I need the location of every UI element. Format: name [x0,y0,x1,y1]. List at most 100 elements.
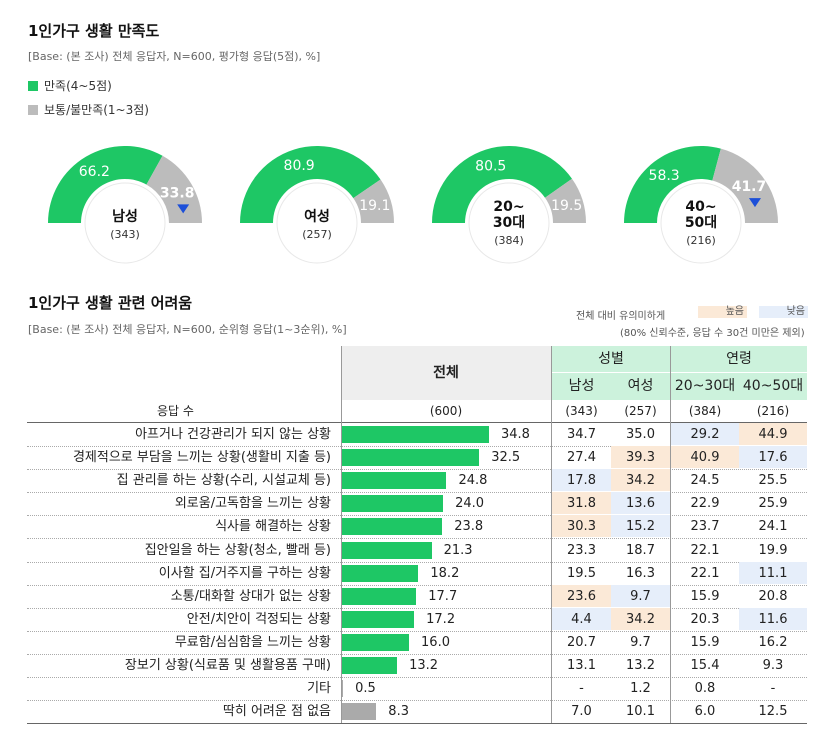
table-row: 딱히 어려운 점 없음 8.3 7.0 10.1 6.0 12.5 [27,700,807,725]
row-label: 외로움/고독함을 느끼는 상황 [174,496,331,512]
header-age1: 20~30대 [671,373,739,400]
down-arrow-icon [177,204,190,214]
cell-male: 20.7 [567,634,596,650]
gauge-n: (216) [686,234,716,247]
gauge-center [468,182,550,264]
bar [341,449,480,467]
significance-note-text: 전체 대비 유의미하게 [576,311,666,322]
bar-value: 16.0 [421,634,450,650]
gauge-satisfied-arc [624,145,721,223]
cell-male: 31.8 [552,492,611,515]
cell-male: 7.0 [571,704,592,720]
cell-age2: 11.6 [739,607,807,630]
gauge-label: 50대 [685,215,717,231]
n-row: 응답 수 (600) (343) (257) (384) (216) [27,400,807,423]
cell-age1: 22.9 [690,496,720,512]
gauge-center [84,182,166,264]
section2-title: 1인가구 생활 관련 어려움 [28,294,193,312]
gauge-label: 40~ [685,199,716,215]
legend-swatch-other [28,104,38,115]
n-total: (600) [429,404,463,418]
bar-value: 32.5 [491,450,521,466]
cell-age1: 15.9 [690,588,720,604]
cell-age2: 24.1 [758,519,788,535]
gauge-label: 20~ [493,199,524,215]
bar [341,610,415,628]
cell-age1: 6.0 [694,704,716,720]
bar-value: 23.8 [454,519,484,535]
legend-high: 높음 [698,306,747,318]
cell-age1: 20.3 [690,611,720,627]
table-row: 집안일을 하는 상황(청소, 빨래 등) 21.3 23.3 18.7 22.1 19.9 [27,539,807,563]
cell-male: 30.3 [552,515,611,538]
cell-age1: 40.9 [671,446,739,469]
cell-age1: 0.8 [694,681,716,697]
row-label: 기타 [307,681,331,697]
gauge-n: (257) [302,228,332,241]
bar-value: 34.8 [501,427,530,442]
gauge-label: 여성 [304,208,330,225]
column-divider [551,346,552,724]
cell-female: 9.7 [630,634,651,650]
cell-age2: 11.1 [739,561,807,584]
table-row: 소통/대화할 상대가 없는 상황 17.7 23.6 9.7 15.9 20.8 [27,584,807,609]
n-female: (257) [624,404,657,418]
section2-base: [Base: (본 조사) 전체 응답자, N=600, 순위형 응답(1~3순… [28,323,347,336]
table-row: 아프거나 건강관리가 되지 않는 상황 34.8 34.7 35.0 29.2 44.9 [27,423,807,447]
legend-satisfied: 만족(4~5점) [28,77,112,94]
cell-female: 1.2 [630,681,651,697]
row-label: 식사를 해결하는 상황 [215,519,331,535]
gauge-other-arc [353,179,394,223]
bar-value: 24.0 [455,496,485,512]
row-label: 소통/대화할 상대가 없는 상황 [170,588,331,604]
header-male: 남성 [552,373,611,400]
bar [341,426,489,443]
row-label: 장보기 상황(식료품 및 생활용품 구매) [124,658,331,673]
n-age2: (216) [756,404,790,418]
bar [341,633,410,651]
bar-value: 8.3 [388,704,409,720]
down-arrow-icon [748,198,761,208]
gauge-other-arc [544,178,586,223]
column-divider [670,346,671,724]
cell-male: 4.4 [552,607,611,630]
cell-age2: 16.2 [758,634,788,650]
cell-female: 16.3 [626,565,655,581]
header-age: 연령 [671,346,807,372]
table-bottom-border [27,723,807,725]
satisfaction-gauges: 66.2 33.8 남성 (343) 80.9 19.1 여성 (257) 80.5 19.5 20… [48,145,778,264]
table-row: 기타 0.5 - 1.2 0.8 - [27,677,807,702]
cell-age1: 15.4 [690,658,720,673]
bar-value: 18.2 [430,565,460,581]
cell-male: 13.1 [567,658,596,673]
cell-age2: 20.8 [758,588,788,604]
section1-title: 1인가구 생활 만족도 [28,22,160,40]
row-label: 경제적으로 부담을 느끼는 상황(생활비 지출 등) [72,450,331,466]
cell-male: 23.3 [567,542,596,558]
cell-age2: - [770,681,776,697]
significance-note: 전체 대비 유의미하게 [576,307,665,322]
header-total: 전체 [341,346,551,400]
gauge-satisfied-value: 66.2 [79,164,110,180]
header-female: 여성 [611,373,670,400]
cell-male: 17.8 [552,469,611,492]
gauge-satisfied-value: 80.9 [284,158,315,174]
gauge-n: (384) [494,234,524,247]
gauge-other-value: 19.1 [359,198,390,214]
table-row: 장보기 상황(식료품 및 생활용품 구매) 13.2 13.1 13.2 15.4 9.3 [27,654,807,678]
cell-female: 9.7 [611,584,670,607]
n-age1: (384) [688,404,722,418]
bar-value: 21.3 [443,542,473,558]
cell-age2: 25.9 [758,496,788,512]
bar-value: 0.5 [355,681,376,697]
bar [341,518,443,536]
table-row: 식사를 해결하는 상황 23.8 30.3 15.2 23.7 24.1 [27,515,807,540]
cell-male: 19.5 [567,565,596,581]
cell-age2: 9.3 [762,658,784,673]
cell-female: 10.1 [626,704,655,720]
bar [341,495,444,513]
header-age2: 40~50대 [739,373,807,400]
legend-label-other: 보통/불만족(1~3점) [44,103,149,117]
cell-female: 15.2 [611,515,670,538]
bar [341,657,398,674]
